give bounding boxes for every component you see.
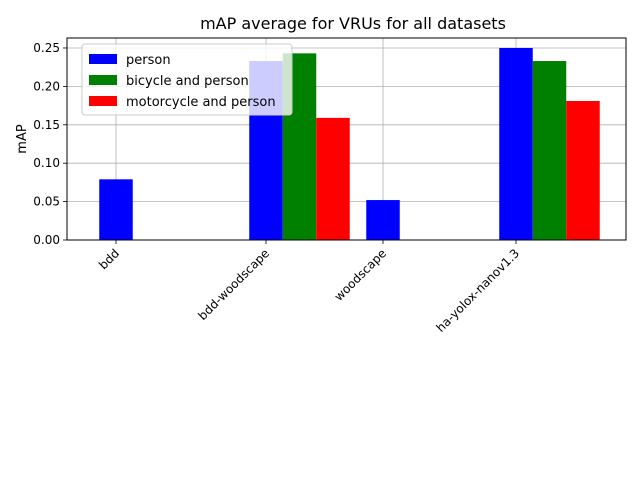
bar [566,100,600,240]
y-tick-label: 0.10 [33,156,60,170]
plot-frame [66,37,627,241]
bar [499,47,533,241]
bar [99,179,133,240]
legend-swatch [89,96,117,106]
chart-title: mAP average for VRUs for all datasets [200,14,506,33]
bars [99,47,600,241]
y-axis: 0.00 0.05 0.10 0.15 0.20 0.25 [33,41,67,247]
bar [316,117,350,240]
y-tick-label: 0.15 [33,118,60,132]
y-axis-label: mAP [15,124,30,154]
legend-label: person [126,53,171,68]
legend-swatch [89,54,117,64]
legend-label: motorcycle and person [126,95,276,110]
legend: person bicycle and person motorcycle and p… [81,43,293,116]
legend-label: bicycle and person [126,74,249,89]
legend-box [81,43,293,116]
bar [366,200,400,240]
legend-swatch [89,75,117,85]
y-tick-label: 0.25 [33,41,60,55]
y-tick-label: 0.00 [33,233,60,247]
y-tick-label: 0.05 [33,195,60,209]
bar [532,61,567,240]
y-tick-label: 0.20 [33,79,60,93]
